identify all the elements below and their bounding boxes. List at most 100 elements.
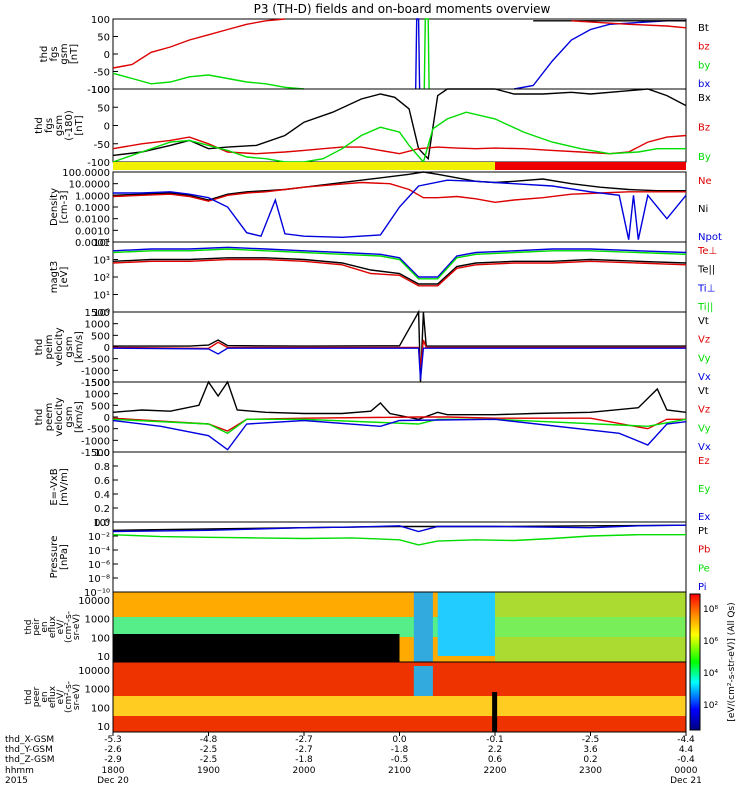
y-tick-label: 100 <box>91 633 110 644</box>
series-Vz <box>112 339 686 369</box>
y-axis-label: [mV/m] <box>59 468 70 506</box>
y-tick-label: 0.6 <box>94 476 110 487</box>
y-tick-label: 10000 <box>78 666 110 677</box>
y-axis-label: eV/ <box>56 619 66 635</box>
y-tick-label: 10⁻¹⁰ <box>84 588 110 599</box>
legend-Pi: Pi <box>698 582 707 593</box>
y-axis-label: Pressure <box>49 536 60 579</box>
legend-Te⊥: Te⊥ <box>697 246 717 257</box>
y-axis-label: peer <box>32 686 42 707</box>
legend-Vy: Vy <box>698 423 711 434</box>
x-tick-date: Dec 20 <box>97 776 129 786</box>
y-axis-label: (cm²-s- <box>64 681 74 713</box>
y-axis-label: [nPa] <box>59 544 70 570</box>
legend-Pt: Pt <box>698 526 708 537</box>
y-tick-label: 0 <box>104 50 110 61</box>
y-tick-label: 0.0 <box>94 518 110 529</box>
x-tick-ygsm: -2.7 <box>295 745 313 755</box>
legend-Vt: Vt <box>698 386 709 397</box>
x-tick-zgsm: -0.5 <box>391 755 409 765</box>
legend-bx: bx <box>698 79 710 90</box>
y-tick-label: 10 <box>97 652 110 663</box>
legend-Ne: Ne <box>698 176 712 187</box>
y-tick-label: 10⁻⁴ <box>88 546 110 557</box>
panel-7-frame <box>112 451 687 523</box>
y-tick-label: -1500 <box>81 378 110 389</box>
y-tick-label: -50 <box>94 140 110 151</box>
y-axis-label: gsm <box>59 43 70 64</box>
y-tick-label: -1000 <box>81 436 110 447</box>
x-axis-row-label: thd_X-GSM <box>5 735 54 745</box>
x-tick-hhmm: 1900 <box>197 766 220 776</box>
x-tick-zgsm: 0.6 <box>488 755 503 765</box>
chart-title: P3 (TH-D) fields and on-board moments ov… <box>254 2 551 16</box>
y-axis-label: gsm <box>64 406 75 427</box>
y-axis-label: (cm²-s- <box>64 611 74 643</box>
y-axis-label: eV/ <box>56 689 66 705</box>
y-tick-label: -100 <box>87 85 110 96</box>
y-tick-label: 1000 <box>85 390 110 401</box>
y-axis-label: en <box>40 621 50 632</box>
x-tick-hhmm: 2200 <box>484 766 507 776</box>
spectrogram-band <box>113 696 686 716</box>
x-tick-ygsm: 3.6 <box>583 745 598 755</box>
series-Vt <box>113 309 686 383</box>
x-tick-hhmm: 2300 <box>579 766 602 776</box>
status-bar-segment <box>113 162 495 170</box>
y-tick-label: 1500 <box>85 378 110 389</box>
y-axis-label: Density <box>49 188 60 226</box>
y-tick-label: 0 <box>104 413 110 424</box>
y-tick-label: 1.0000 <box>75 191 110 202</box>
legend-Vx: Vx <box>698 372 711 383</box>
x-tick-zgsm: -0.4 <box>677 755 695 765</box>
legend-Pb: Pb <box>698 545 710 556</box>
x-tick-zgsm: -1.8 <box>295 755 313 765</box>
y-axis-label: magt3 <box>49 261 60 294</box>
y-tick-label: 100 <box>91 85 110 96</box>
x-tick-ygsm: -1.8 <box>391 745 409 755</box>
spectrogram-gap <box>413 666 433 696</box>
legend-Npot: Npot <box>698 232 722 243</box>
series-by <box>423 18 430 90</box>
y-axis-label: velocity <box>54 397 65 436</box>
panel-4-frame <box>112 241 687 313</box>
series-Vx <box>112 347 686 380</box>
series-by <box>112 72 305 90</box>
x-tick-xgsm: -5.3 <box>104 735 122 745</box>
y-axis-label: [nT] <box>74 115 85 135</box>
y-tick-label: 10 <box>97 722 110 733</box>
y-tick-label: 1000 <box>85 685 110 696</box>
series-Bx <box>112 88 687 161</box>
legend-Bx: Bx <box>698 93 711 104</box>
series-Pi <box>112 524 687 533</box>
y-tick-label: 100 <box>91 15 110 26</box>
y-tick-label: 0.0010 <box>75 226 110 237</box>
series-Vy <box>112 418 687 435</box>
y-axis-label: E=-VxB <box>49 468 60 505</box>
y-axis-label: (-180) <box>64 110 75 141</box>
y-tick-label: 0.4 <box>94 490 110 501</box>
y-axis-label: [km/s] <box>74 401 85 433</box>
y-tick-label: 1000 <box>85 615 110 626</box>
panel-1-frame <box>112 18 687 90</box>
y-tick-label: 10.0000 <box>69 180 110 191</box>
y-axis-label: [km/s] <box>74 331 85 363</box>
y-axis-label: thd <box>24 620 34 635</box>
series-Te|| <box>112 257 687 285</box>
x-tick-date: Dec 21 <box>670 776 702 786</box>
x-tick-xgsm: -0.1 <box>486 735 504 745</box>
panel-2-frame <box>112 88 687 163</box>
y-tick-label: 0.2 <box>94 504 110 515</box>
y-tick-label: 10¹ <box>93 291 110 302</box>
legend-Vx: Vx <box>698 442 711 453</box>
y-tick-label: -100 <box>87 158 110 169</box>
y-tick-label: 1.0 <box>94 448 110 459</box>
y-tick-label: 0 <box>104 122 110 133</box>
x-axis-row-label: hhmm <box>5 766 34 776</box>
legend-Te||: Te|| <box>697 265 715 276</box>
x-axis-row-label: 2015 <box>5 776 28 786</box>
y-axis-label: [cm-3] <box>59 190 70 223</box>
legend-by: by <box>698 60 710 71</box>
y-tick-label: 10³ <box>93 256 110 267</box>
legend-Vz: Vz <box>698 335 710 346</box>
